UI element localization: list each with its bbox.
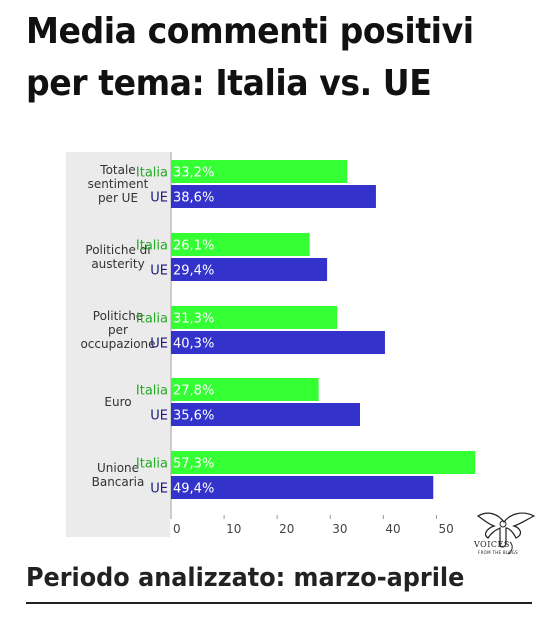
x-tick-label: 50 bbox=[438, 522, 453, 536]
chart-title-line1: Media commenti positivi bbox=[26, 11, 474, 52]
category-label: Euro bbox=[104, 395, 131, 409]
category-label: per UE bbox=[98, 191, 138, 205]
x-tick-label: 30 bbox=[332, 522, 347, 536]
x-tick-label: 0 bbox=[173, 522, 181, 536]
bar-italia bbox=[171, 306, 338, 329]
bar-italia bbox=[171, 160, 348, 183]
bar-ue bbox=[171, 258, 328, 281]
series-label: Italia bbox=[136, 239, 168, 254]
value-label: 33,2% bbox=[173, 166, 214, 181]
chart-title: Media commenti positivi per tema: Italia… bbox=[26, 6, 504, 110]
category-label: Bancaria bbox=[92, 475, 145, 489]
logo-text: VOICES bbox=[474, 540, 510, 549]
series-label: Italia bbox=[136, 166, 168, 181]
category-label: Totale bbox=[99, 163, 135, 177]
value-label: 40,3% bbox=[173, 337, 214, 352]
value-label: 57,3% bbox=[173, 457, 214, 472]
value-label: 49,4% bbox=[173, 482, 214, 497]
bar-ue bbox=[171, 331, 385, 354]
category-label: Politiche bbox=[93, 309, 143, 323]
category-label: sentiment bbox=[88, 177, 149, 191]
logo-subtext: FROM THE BLOGS bbox=[478, 550, 519, 555]
series-label: UE bbox=[150, 191, 168, 206]
bar-italia bbox=[171, 233, 310, 256]
category-panel bbox=[66, 152, 170, 537]
category-label: per bbox=[108, 323, 128, 337]
bar-ue bbox=[171, 403, 361, 426]
category-label: occupazione bbox=[80, 337, 155, 351]
series-label: Italia bbox=[136, 457, 168, 472]
series-label: UE bbox=[150, 482, 168, 497]
x-tick-label: 10 bbox=[226, 522, 241, 536]
bar-ue bbox=[171, 185, 376, 208]
subtitle-underline bbox=[26, 602, 532, 604]
bar-ue bbox=[171, 476, 434, 499]
series-label: Italia bbox=[136, 312, 168, 327]
x-tick-label: 20 bbox=[279, 522, 294, 536]
bar-italia bbox=[171, 451, 476, 474]
value-label: 27,8% bbox=[173, 384, 214, 399]
chart-subtitle: Periodo analizzato: marzo-aprile bbox=[26, 563, 465, 593]
value-label: 35,6% bbox=[173, 409, 214, 424]
category-label: austerity bbox=[91, 257, 144, 271]
series-label: UE bbox=[150, 264, 168, 279]
value-label: 31,3% bbox=[173, 312, 214, 327]
voices-from-the-blogs-logo bbox=[476, 512, 536, 555]
series-label: UE bbox=[150, 337, 168, 352]
chart-title-line2: per tema: Italia vs. UE bbox=[26, 63, 432, 104]
series-label: Italia bbox=[136, 384, 168, 399]
x-tick-label: 40 bbox=[385, 522, 400, 536]
series-label: UE bbox=[150, 409, 168, 424]
value-label: 29,4% bbox=[173, 264, 214, 279]
bar-italia bbox=[171, 378, 319, 401]
value-label: 38,6% bbox=[173, 191, 214, 206]
category-label: Politiche di bbox=[85, 243, 150, 257]
category-label: Unione bbox=[97, 461, 139, 475]
value-label: 26,1% bbox=[173, 239, 214, 254]
